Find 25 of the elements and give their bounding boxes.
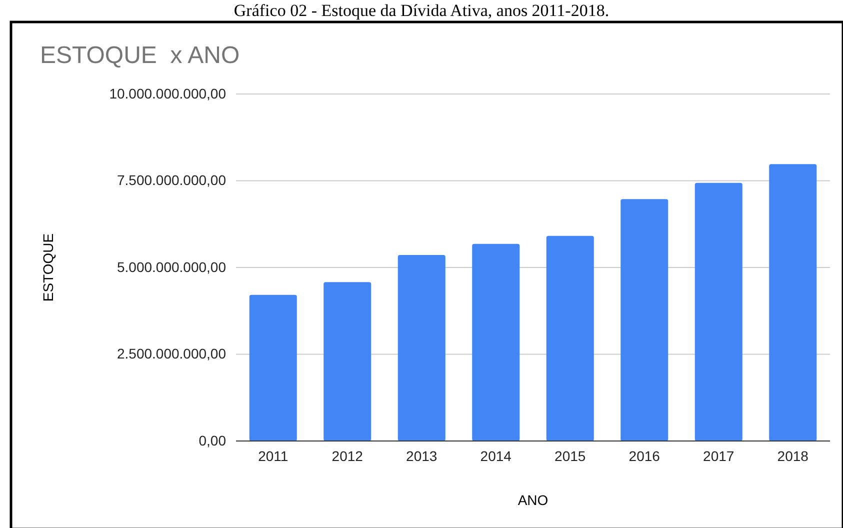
x-tick-label: 2016 (628, 448, 660, 464)
bar (769, 164, 817, 441)
x-tick-label: 2014 (480, 448, 512, 464)
text: Gráfico 02 - Estoque da Dívida Ativa, anos 2011-2018. (234, 1, 610, 20)
x-tick-label: 2012 (332, 448, 364, 464)
chart-title: ESTOQUE x ANO (40, 42, 240, 69)
y-tick-label: 10.000.000.000,00 (109, 85, 226, 102)
bar (620, 199, 668, 441)
x-tick-label: 2013 (406, 448, 438, 464)
x-tick-label: 2018 (777, 448, 809, 464)
x-axis-title: ANO (518, 492, 548, 508)
x-tick-label: 2015 (554, 448, 586, 464)
y-tick-label: 0,00 (198, 432, 226, 448)
x-tick-label: 2011 (258, 448, 288, 464)
y-tick-label: 2.500.000.000,00 (117, 346, 226, 362)
bar (249, 294, 297, 441)
bar (694, 182, 742, 441)
bar (324, 282, 372, 441)
y-axis-title: ESTOQUE (40, 233, 56, 302)
y-tick-label: 7.500.000.000,00 (117, 172, 226, 188)
bar (546, 236, 594, 441)
bar (398, 255, 446, 441)
bar (472, 244, 520, 441)
y-tick-label: 5.000.000.000,00 (117, 258, 226, 275)
x-tick-label: 2017 (703, 448, 734, 464)
